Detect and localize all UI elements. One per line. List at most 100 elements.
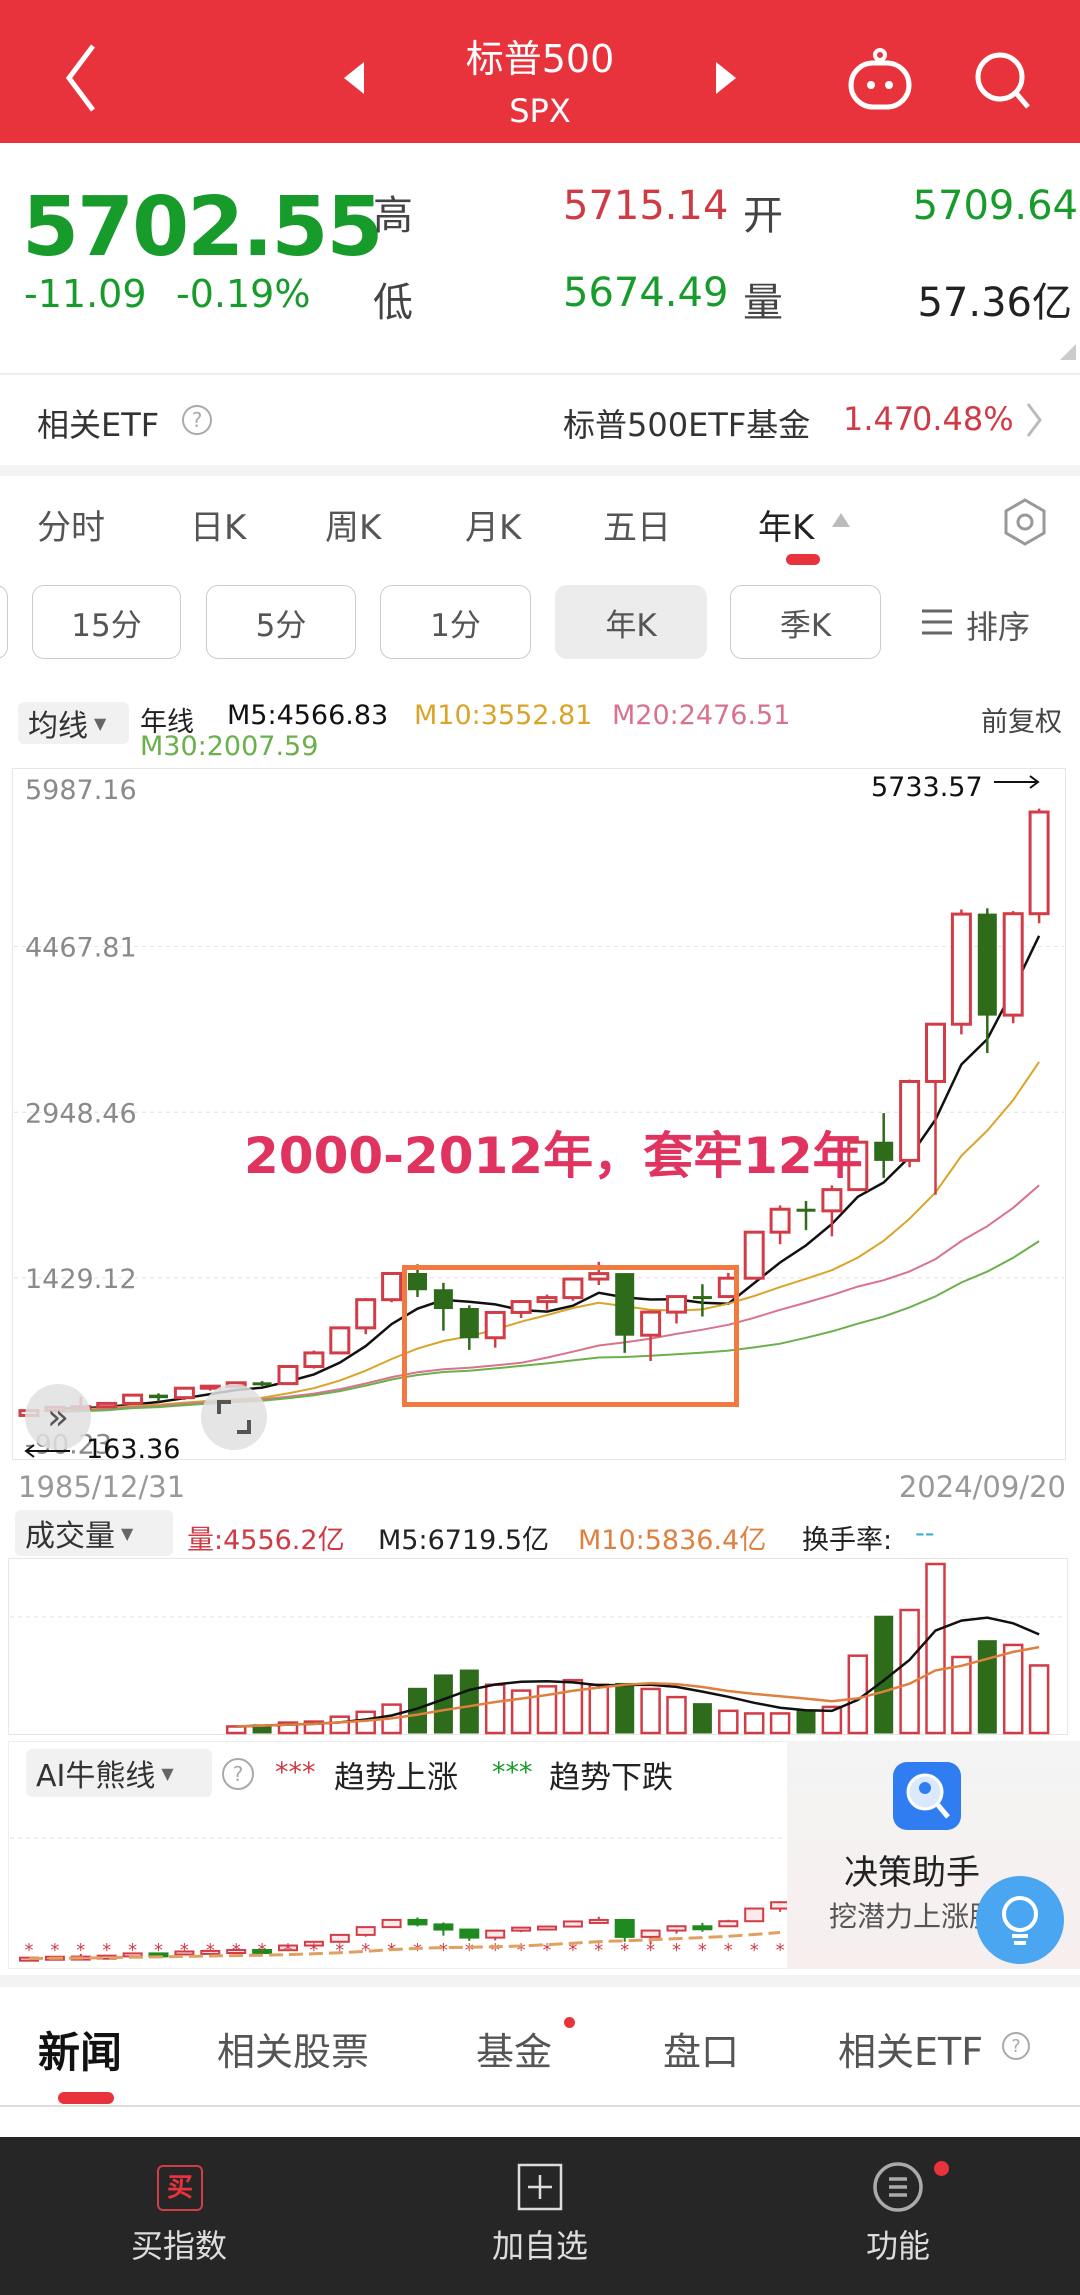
low-label: 低: [373, 280, 413, 326]
y-tick-label: 4467.81: [25, 933, 137, 964]
min-price-marker: 163.36: [86, 1434, 181, 1465]
sort-menu-icon[interactable]: [920, 607, 954, 637]
trend-up-star: *: [465, 1940, 474, 1961]
next-index-triangle-icon[interactable]: [710, 58, 740, 98]
volume-bar: [588, 1683, 610, 1735]
idea-bulb-button[interactable]: [976, 1876, 1064, 1964]
ai-candle-body: [744, 1907, 765, 1923]
volume-bar: [329, 1715, 351, 1735]
price-change: -11.09: [24, 272, 147, 316]
tab-daily-k[interactable]: 日K: [190, 508, 247, 548]
tab-five-day[interactable]: 五日: [603, 508, 671, 548]
tab-news[interactable]: 新闻: [38, 2028, 123, 2077]
search-icon[interactable]: [968, 45, 1038, 115]
trend-up-star: *: [128, 1940, 137, 1961]
ai-candle-body: [718, 1920, 739, 1928]
tab-yearly-k[interactable]: 年K: [758, 508, 815, 548]
tab-related-stocks[interactable]: 相关股票: [217, 2030, 370, 2074]
notification-dot: [564, 2017, 575, 2028]
caret-up-icon: [832, 513, 850, 527]
trend-down-marker: ***: [492, 1757, 533, 1788]
volume-bar: [536, 1685, 558, 1735]
active-tab-indicator: [58, 2092, 114, 2104]
tab-order-book[interactable]: 盘口: [663, 2030, 740, 2074]
ai-candle-body: [329, 1933, 350, 1943]
expand-corner-icon[interactable]: [1058, 342, 1078, 362]
kline-chart-area[interactable]: [12, 768, 1066, 1460]
buy-index-button[interactable]: 买指数: [130, 2227, 228, 2265]
trend-up-star: *: [750, 1940, 759, 1961]
dropdown-caret-icon: ▼: [161, 1763, 174, 1783]
robot-assistant-icon[interactable]: [845, 45, 915, 115]
help-icon[interactable]: ?: [1000, 2030, 1032, 2062]
interval-5min[interactable]: 5分: [206, 585, 356, 659]
tab-monthly-k[interactable]: 月K: [465, 508, 522, 548]
tab-related-etf[interactable]: 相关ETF: [838, 2030, 984, 2074]
volume-chart-area[interactable]: [8, 1558, 1068, 1735]
tab-timeshare[interactable]: 分时: [37, 508, 105, 548]
trend-up-star: *: [284, 1940, 293, 1961]
ma20-value: M20:2476.51: [612, 700, 791, 731]
volume-selector-label: 成交量: [25, 1519, 115, 1554]
interval-15min[interactable]: 15分: [32, 585, 181, 659]
help-icon[interactable]: ?: [180, 403, 214, 437]
candle-body: [821, 1188, 843, 1213]
section-gap: [0, 465, 1080, 476]
candle-body: [1002, 912, 1024, 1017]
trend-down-label: 趋势下跌: [549, 1760, 673, 1796]
candle-body: [640, 1310, 662, 1337]
etf-fund-name[interactable]: 标普500ETF基金: [563, 406, 811, 444]
candle-body: [769, 1207, 791, 1234]
interval-quarterly-k[interactable]: 季K: [730, 585, 881, 659]
add-watchlist-button[interactable]: 加自选: [491, 2227, 589, 2265]
trend-up-star: *: [491, 1940, 500, 1961]
trend-up-star: *: [672, 1940, 681, 1961]
volume-bar: [615, 1682, 635, 1734]
volume-bar: [718, 1709, 739, 1735]
low-value: 5674.49: [563, 270, 729, 316]
volume-bar: [925, 1562, 946, 1735]
interval-1min[interactable]: 1分: [380, 585, 531, 659]
ai-indicator-selector[interactable]: AI牛熊线 ▼: [26, 1749, 212, 1797]
candle-body: [277, 1365, 299, 1386]
prev-index-triangle-icon[interactable]: [340, 58, 370, 98]
candle-body: [796, 1208, 816, 1212]
fullscreen-button[interactable]: [201, 1384, 267, 1450]
candle-body: [149, 1394, 168, 1399]
tab-weekly-k[interactable]: 周K: [325, 508, 382, 548]
ai-trend-line: [28, 1931, 781, 1961]
ai-candle-body: [381, 1918, 402, 1929]
ma-selector-label: 均线: [28, 709, 88, 744]
volume-bar: [666, 1695, 687, 1735]
tab-funds[interactable]: 基金: [476, 2030, 553, 2074]
function-menu-icon: [873, 2162, 923, 2212]
ai-candle-body: [252, 1949, 273, 1955]
help-icon[interactable]: ?: [220, 1756, 256, 1792]
svg-text:?: ?: [1011, 2036, 1021, 2057]
chevron-right-icon[interactable]: [1022, 400, 1046, 440]
svg-text:?: ?: [233, 1762, 244, 1786]
volume-bar: [1002, 1643, 1024, 1735]
adjust-mode[interactable]: 前复权: [981, 707, 1062, 738]
sort-button[interactable]: 排序: [966, 608, 1031, 646]
annotation-text: 2000-2012年，套牢12年: [244, 1127, 863, 1185]
turnover-label: 换手率:: [802, 1525, 893, 1556]
volume-selector[interactable]: 成交量 ▼: [15, 1510, 173, 1556]
candle-body: [355, 1298, 377, 1330]
back-arrow-icon[interactable]: [55, 38, 115, 118]
settings-hexagon-icon[interactable]: [1000, 497, 1050, 547]
volume-bar: [277, 1721, 299, 1735]
etf-fund-pct: 0.48%: [912, 400, 1014, 438]
volume-bar: [977, 1640, 997, 1734]
ma-selector[interactable]: 均线 ▼: [18, 702, 129, 744]
trend-up-star: *: [25, 1940, 34, 1961]
candle-body: [899, 1079, 921, 1162]
interval-yearly-k[interactable]: 年K: [555, 585, 707, 659]
volume-bar: [951, 1655, 972, 1735]
ai-candle-body: [226, 1949, 247, 1955]
current-price: 5702.55: [22, 180, 383, 275]
collapse-chevrons-button[interactable]: »: [25, 1384, 91, 1450]
trend-up-star: *: [335, 1940, 344, 1961]
trend-up-star: *: [594, 1940, 603, 1961]
functions-button[interactable]: 功能: [865, 2227, 931, 2265]
